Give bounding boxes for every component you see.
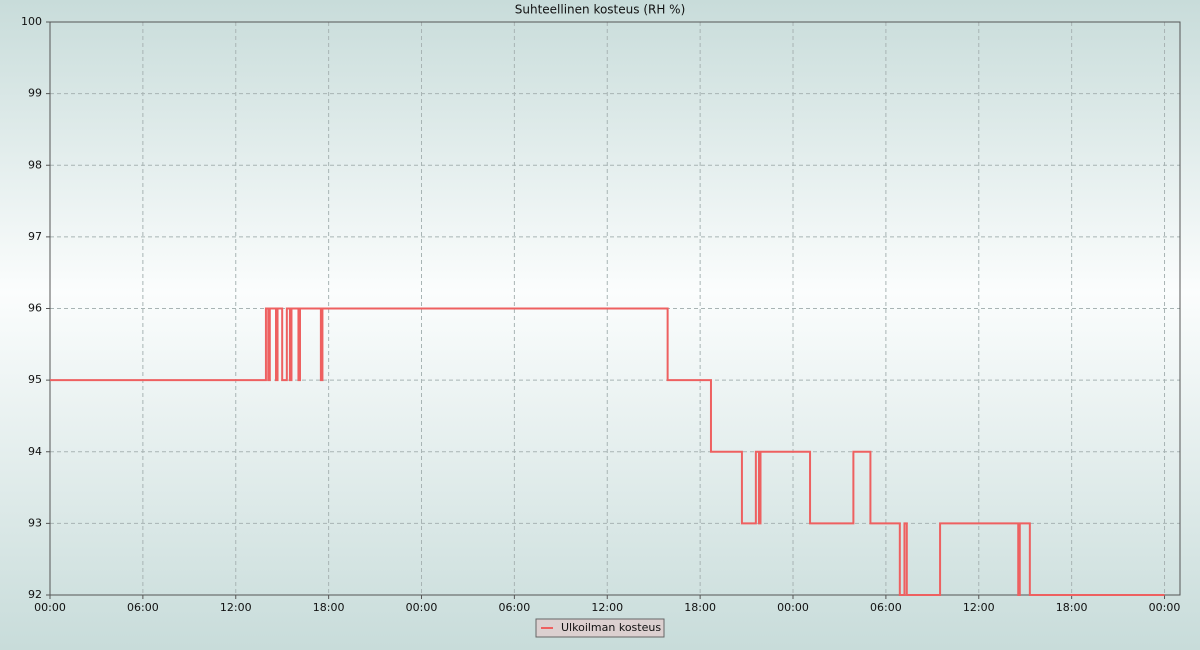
- x-tick-label: 12:00: [963, 601, 995, 614]
- x-tick-label: 18:00: [313, 601, 345, 614]
- y-tick-label: 96: [28, 302, 42, 315]
- x-tick-label: 00:00: [777, 601, 809, 614]
- y-tick-label: 94: [28, 445, 42, 458]
- legend-label: Ulkoilman kosteus: [561, 621, 661, 634]
- x-tick-label: 12:00: [591, 601, 623, 614]
- y-tick-label: 98: [28, 158, 42, 171]
- x-tick-label: 00:00: [1149, 601, 1181, 614]
- y-tick-label: 97: [28, 230, 42, 243]
- data-line: [50, 307, 1165, 596]
- y-tick-label: 93: [28, 516, 42, 529]
- chart-title: Suhteellinen kosteus (RH %): [515, 3, 686, 17]
- x-tick-label: 18:00: [684, 601, 716, 614]
- y-tick-label: 99: [28, 87, 42, 100]
- legend: [535, 618, 665, 638]
- y-tick-label: 92: [28, 588, 42, 601]
- x-tick-label: 00:00: [34, 601, 66, 614]
- x-tick-label: 00:00: [406, 601, 438, 614]
- y-tick-label: 100: [21, 15, 42, 28]
- x-tick-label: 12:00: [220, 601, 252, 614]
- x-tick-label: 06:00: [127, 601, 159, 614]
- x-tick-label: 18:00: [1056, 601, 1088, 614]
- y-tick-label: 95: [28, 373, 42, 386]
- x-tick-label: 06:00: [870, 601, 902, 614]
- x-tick-label: 06:00: [499, 601, 531, 614]
